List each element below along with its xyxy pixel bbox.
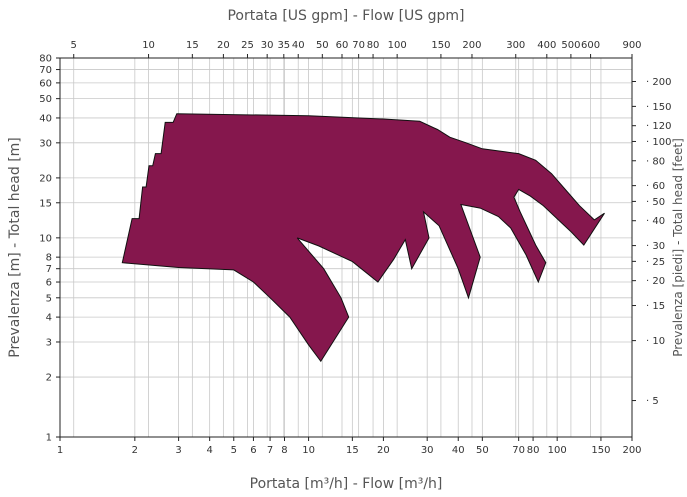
y-tick-label: 50 xyxy=(39,94,52,105)
y-tick-label: 30 xyxy=(39,138,52,149)
top-tick-label: 400 xyxy=(537,40,556,51)
bottom-axis-title: Portata [m³/h] - Flow [m³/h] xyxy=(250,476,443,492)
top-tick-label: 25 xyxy=(241,40,254,51)
top-tick-label: 30 xyxy=(261,40,274,51)
top-tick-label: 80 xyxy=(367,40,380,51)
top-tick-label: 200 xyxy=(462,40,481,51)
x-tick-label: 3 xyxy=(175,445,181,456)
right-tick-label: · 20 xyxy=(646,276,665,287)
x-tick-label: 20 xyxy=(377,445,390,456)
right-tick-label: · 200 xyxy=(646,77,671,88)
right-tick-label: · 10 xyxy=(646,336,665,347)
x-tick-label: 5 xyxy=(231,445,237,456)
y-tick-label: 70 xyxy=(39,65,52,76)
x-tick-label: 15 xyxy=(346,445,359,456)
left-axis-title: Prevalenza [m] - Total head [m] xyxy=(7,137,23,358)
top-axis-title: Portata [US gpm] - Flow [US gpm] xyxy=(227,8,464,24)
y-tick-label: 10 xyxy=(39,233,52,244)
y-tick-label: 5 xyxy=(46,293,52,304)
y-tick-label: 3 xyxy=(46,337,52,348)
top-tick-label: 40 xyxy=(292,40,305,51)
top-tick-label: 35 xyxy=(277,40,290,51)
right-axis-title: Prevalenza [piedi] - Total head [feet] xyxy=(671,138,685,357)
x-tick-label: 7 xyxy=(267,445,273,456)
right-tick-label: · 15 xyxy=(646,301,665,312)
performance-region xyxy=(121,113,605,363)
right-tick-label: · 5 xyxy=(646,396,659,407)
top-tick-label: 300 xyxy=(506,40,525,51)
right-tick-label: · 120 xyxy=(646,121,671,132)
top-tick-label: 5 xyxy=(71,40,77,51)
top-tick-label: 100 xyxy=(388,40,407,51)
x-tick-label: 10 xyxy=(302,445,315,456)
top-tick-label: 50 xyxy=(316,40,329,51)
right-tick-label: · 40 xyxy=(646,216,665,227)
right-tick-label: · 100 xyxy=(646,137,671,148)
y-tick-label: 8 xyxy=(46,253,52,264)
y-tick-label: 4 xyxy=(46,313,52,324)
x-tick-label: 8 xyxy=(281,445,287,456)
top-tick-label: 20 xyxy=(217,40,230,51)
top-tick-label: 10 xyxy=(142,40,155,51)
right-tick-label: · 80 xyxy=(646,156,665,167)
right-tick-label: · 25 xyxy=(646,257,665,268)
y-tick-label: 7 xyxy=(46,264,52,275)
top-tick-label: 500 xyxy=(561,40,580,51)
x-tick-label: 2 xyxy=(132,445,138,456)
performance-area xyxy=(121,113,605,363)
y-tick-label: 6 xyxy=(46,278,52,289)
x-tick-label: 40 xyxy=(452,445,465,456)
y-tick-label: 40 xyxy=(39,113,52,124)
x-tick-label: 30 xyxy=(421,445,434,456)
y-tick-label: 20 xyxy=(39,173,52,184)
right-tick-label: · 150 xyxy=(646,102,671,113)
x-tick-label: 80 xyxy=(527,445,540,456)
y-tick-label: 2 xyxy=(46,373,52,384)
top-tick-label: 60 xyxy=(336,40,349,51)
x-tick-label: 150 xyxy=(591,445,610,456)
right-tick-label: · 60 xyxy=(646,181,665,192)
x-tick-label: 6 xyxy=(250,445,256,456)
x-tick-label: 100 xyxy=(548,445,567,456)
y-tick-label: 15 xyxy=(39,198,52,209)
x-tick-label: 4 xyxy=(206,445,212,456)
top-tick-label: 70 xyxy=(352,40,365,51)
y-tick-label: 80 xyxy=(39,54,52,65)
right-tick-label: · 50 xyxy=(646,197,665,208)
right-tick-label: · 30 xyxy=(646,241,665,252)
x-tick-label: 70 xyxy=(512,445,525,456)
x-tick-label: 1 xyxy=(57,445,63,456)
top-tick-label: 150 xyxy=(431,40,450,51)
top-tick-label: 900 xyxy=(622,40,641,51)
x-tick-label: 200 xyxy=(622,445,641,456)
plot-frame xyxy=(59,57,633,438)
top-tick-label: 15 xyxy=(186,40,199,51)
y-tick-label: 1 xyxy=(46,433,52,444)
top-tick-label: 600 xyxy=(581,40,600,51)
y-tick-label: 60 xyxy=(39,78,52,89)
x-tick-label: 50 xyxy=(476,445,489,456)
